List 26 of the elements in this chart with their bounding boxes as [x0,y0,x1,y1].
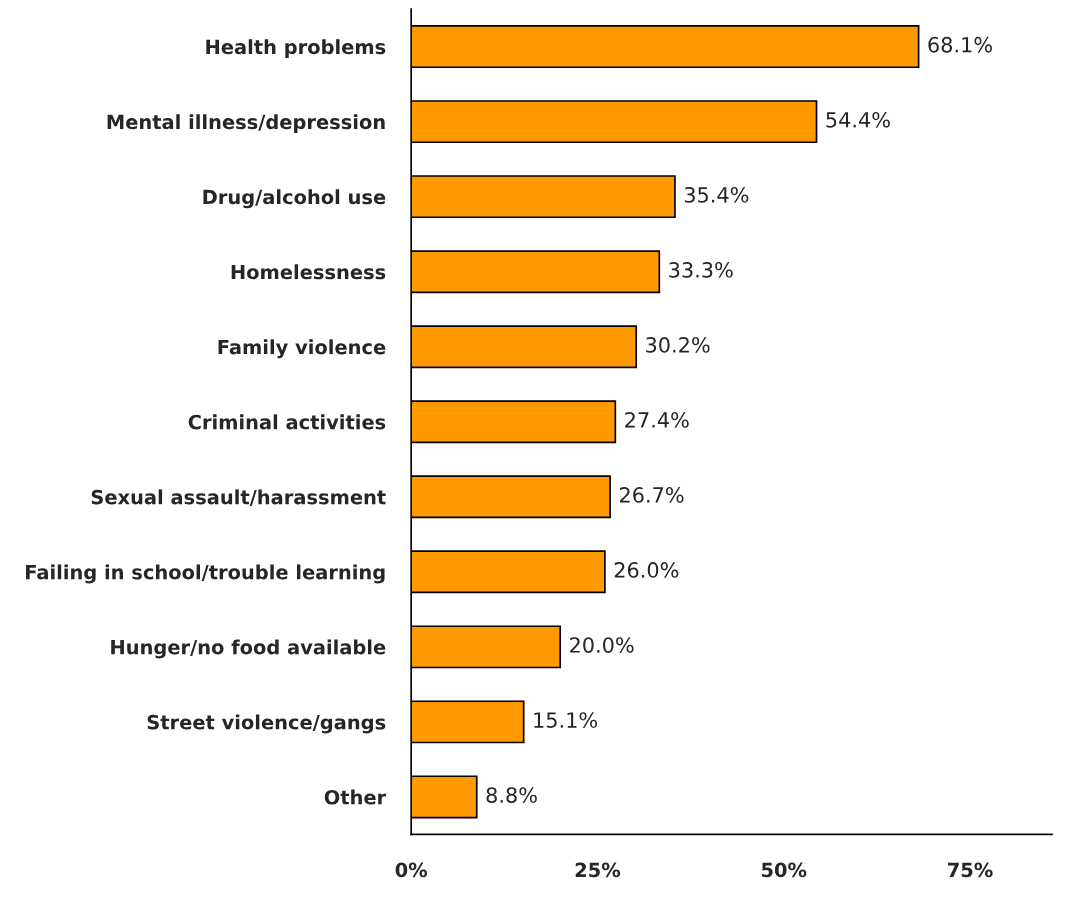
data-label: 15.1% [534,712,598,728]
data-label: 54.4% [826,111,890,128]
data-label: 68.1% [928,36,992,53]
y-tick-label: Sexual assault/harassment [91,489,386,506]
data-label: 35.4% [684,186,749,203]
data-label: 26.7% [619,487,684,503]
x-tick-label: 75% [948,862,993,878]
x-tick-label: 25% [575,862,621,878]
y-tick-label: Health problems [206,39,386,59]
x-tick-label: 50% [761,862,807,878]
y-tick-label: Drug/alcohol use [203,189,386,209]
y-tick-label: Homelessness [231,264,386,280]
y-tick-label: Criminal activities [188,414,386,430]
y-tick-label: Mental illness/depression [107,114,385,134]
data-label: 20.0% [570,637,634,653]
x-tick-label: 0% [395,862,428,878]
y-tick-label: Other [324,789,387,805]
data-label: 33.3% [669,261,733,278]
data-label: 26.0% [614,562,679,578]
data-label: 8.8% [486,787,537,803]
y-tick-label: Failing in school/trouble learning [26,564,385,584]
y-tick-label: Family violence [218,339,386,359]
data-label: 27.4% [625,412,689,428]
data-label: 30.2% [646,337,710,353]
y-tick-label: Street violence/gangs [147,714,386,734]
y-tick-label: Hunger/no food available [111,639,386,659]
